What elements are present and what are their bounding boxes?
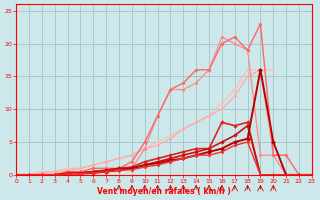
- X-axis label: Vent moyen/en rafales ( km/h ): Vent moyen/en rafales ( km/h ): [97, 187, 231, 196]
